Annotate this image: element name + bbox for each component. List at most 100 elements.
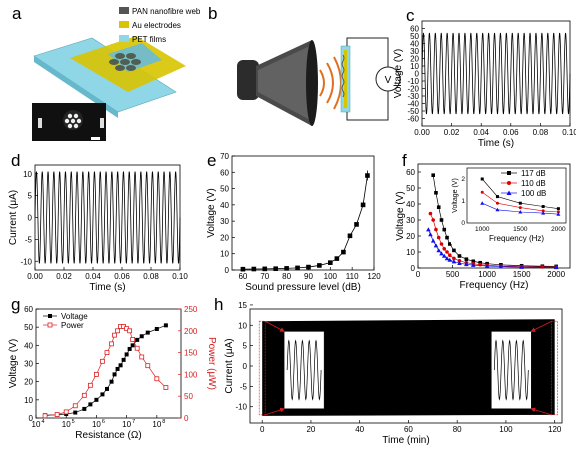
h-xtick-label: 100	[499, 425, 513, 434]
f-inset-data-point	[495, 195, 499, 199]
h-ytick-label: 0	[243, 362, 248, 371]
e-xlabel: Sound pressure level (dB)	[245, 282, 361, 293]
panel-label-a: a	[12, 4, 22, 23]
f-data-point	[478, 260, 482, 265]
g-data-point	[42, 413, 48, 419]
f-inset-data-point	[495, 207, 500, 212]
g-legend-marker	[48, 314, 52, 318]
f-inset-ylabel: Voltage (V)	[452, 178, 459, 213]
e-ylabel: Voltage (V)	[206, 188, 217, 237]
g-data-point	[73, 410, 78, 415]
g-data-point	[127, 346, 132, 351]
f-inset-ytick-label: 1	[461, 198, 465, 205]
g-data-point	[121, 357, 126, 362]
h-inset-trace	[286, 339, 322, 401]
e-data-point	[295, 265, 300, 271]
f-data-point	[447, 242, 452, 246]
chart-c: 0.00 0.02 0.04 0.06 0.08 0.10 -60-50-40-30-20-…	[393, 20, 576, 149]
g-data-point	[115, 366, 120, 371]
f-inset-frame	[466, 167, 567, 224]
e-data-point	[317, 263, 322, 268]
c-ytick-label: 50	[410, 32, 419, 41]
e-ytick-label: 70	[220, 152, 229, 161]
g-xtick-exponent: 8	[162, 419, 165, 425]
h-ytick-label: 15	[238, 301, 247, 310]
f-inset-data-point	[556, 212, 561, 216]
d-ylabel: Current (μA)	[8, 190, 19, 245]
d-xtick-label: 0.10	[172, 272, 188, 281]
f-xtick-label: 0	[416, 270, 421, 279]
h-zoom-inset-end	[491, 331, 532, 409]
e-data-point	[347, 233, 353, 239]
f-legend-label: 110 dB	[521, 179, 546, 188]
e-ytick-label: 0	[225, 266, 230, 275]
d-xtick-label: 0.08	[143, 272, 159, 281]
g-data-point	[139, 354, 145, 360]
c-ytick-label: 40	[410, 40, 419, 49]
e-connecting-line	[242, 175, 368, 270]
g-data-point	[154, 376, 160, 382]
f-data-point	[452, 256, 456, 261]
f-inset-xtick-label: 1000	[475, 226, 490, 233]
f-data-point	[439, 251, 444, 256]
g-y2tick-label: 0	[184, 414, 189, 423]
h-zoom-arrow	[530, 407, 552, 416]
panel-a: a PAN nanofibre web Au electrodes PET fi…	[12, 4, 201, 141]
f-ytick-label: 60	[406, 168, 415, 177]
f-data-point	[540, 265, 545, 269]
c-ytick-label: -10	[407, 77, 419, 86]
g-ytick-label: 60	[24, 305, 33, 314]
f-data-point	[447, 257, 453, 262]
g-data-point	[163, 385, 169, 390]
g-y2label: Power (μW)	[206, 337, 217, 390]
g-xtick-exponent: 7	[132, 419, 135, 425]
h-ytick-label: 5	[243, 342, 248, 351]
h-zoom-marker-end	[551, 320, 558, 416]
e-data-point	[240, 266, 246, 272]
g-legend-label: Power	[61, 321, 84, 330]
g-data-point	[135, 337, 140, 342]
d-xtick-label: 0.04	[85, 272, 101, 281]
panel-label-c: c	[406, 6, 415, 25]
c-ytick-label: 10	[410, 62, 419, 71]
g-data-point	[127, 328, 133, 334]
f-ytick-label: 20	[406, 232, 415, 241]
g-data-point	[124, 352, 129, 357]
g-data-point	[130, 343, 135, 348]
f-inset-data-point	[541, 209, 545, 213]
panel-label-g: g	[11, 295, 20, 314]
h-zoom-arrow	[265, 407, 285, 416]
f-inset-xtick-label: 1500	[513, 226, 528, 233]
g-data-point	[115, 328, 120, 334]
f-data-point	[457, 260, 462, 265]
f-data-point	[445, 250, 449, 254]
g-xtick-exponent: 6	[102, 419, 105, 425]
c-ylabel: Voltage (V)	[393, 49, 404, 98]
g-data-point	[100, 392, 105, 397]
f-legend-label: 100 dB	[521, 189, 546, 198]
f-legend-label: 117 dB	[521, 169, 546, 178]
e-data-point	[306, 264, 311, 270]
f-data-point	[447, 253, 452, 257]
g-data-point	[154, 326, 159, 331]
c-xtick-label: 0.04	[473, 128, 489, 137]
h-zoom-arrow	[530, 320, 552, 332]
h-inset-trace	[493, 339, 529, 401]
g-data-point	[81, 392, 87, 398]
measurement-circuit	[346, 37, 401, 121]
c-xtick-label: 0.06	[503, 128, 519, 137]
f-inset-xtick-label: 2000	[551, 226, 566, 233]
c-ytick-label: 20	[410, 55, 419, 64]
e-data-point	[341, 249, 346, 255]
h-ytick-label: -5	[240, 382, 248, 391]
panel-label-b: b	[208, 4, 217, 23]
h-xtick-label: 60	[404, 425, 413, 434]
f-data-point	[431, 173, 435, 177]
g-data-point	[130, 337, 136, 342]
e-ytick-label: 50	[220, 185, 229, 194]
g-ytick-label: 0	[29, 414, 34, 423]
voltmeter-label: V	[385, 75, 392, 86]
c-xlabel: Time (s)	[478, 138, 514, 149]
h-xtick-label: 120	[548, 425, 562, 434]
device-side-view	[340, 45, 351, 113]
